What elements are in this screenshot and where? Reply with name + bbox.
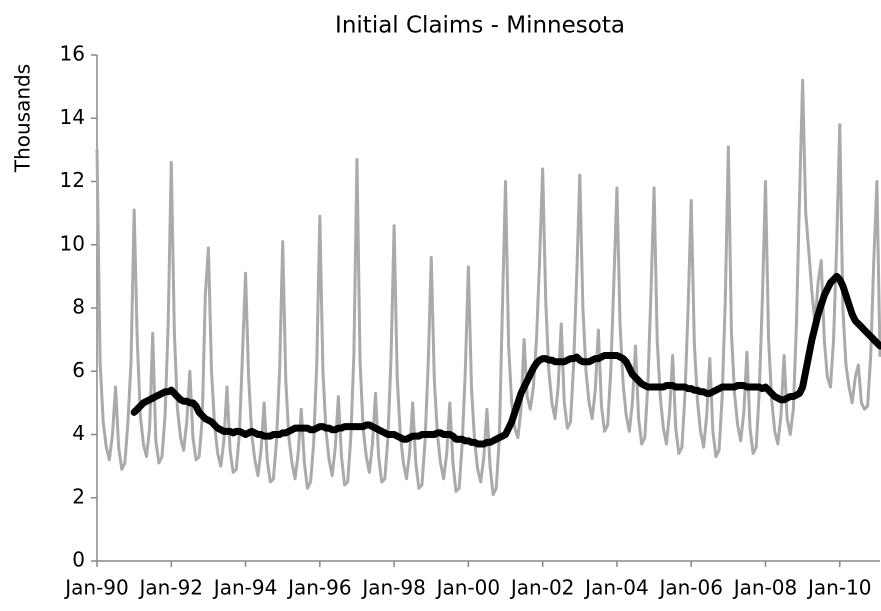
x-tick-label: Jan-10 xyxy=(806,576,872,600)
series-line xyxy=(95,78,881,497)
x-tick-label: Jan-00 xyxy=(435,576,501,600)
y-tick-label: 12 xyxy=(60,168,85,192)
x-tick-label: Jan-90 xyxy=(63,576,129,600)
y-tick-label: 2 xyxy=(72,484,85,508)
y-tick-label: 8 xyxy=(72,295,85,319)
x-tick-label: Jan-98 xyxy=(360,576,426,600)
x-tick-label: Jan-94 xyxy=(212,576,278,600)
y-tick-label: 14 xyxy=(60,105,85,129)
chart-title: Initial Claims - Minnesota xyxy=(335,13,625,39)
y-tick-label: 6 xyxy=(72,358,85,382)
x-tick-label: Jan-06 xyxy=(657,576,723,600)
y-tick-label: 16 xyxy=(60,42,85,66)
x-tick-label: Jan-96 xyxy=(286,576,352,600)
x-tick-label: Jan-02 xyxy=(509,576,575,600)
y-tick-label: 10 xyxy=(60,231,85,255)
y-tick-label: 4 xyxy=(72,421,85,445)
x-tick-label: Jan-04 xyxy=(583,576,649,600)
x-tick-label: Jan-08 xyxy=(732,576,798,600)
x-tick-label: Jan-92 xyxy=(138,576,204,600)
y-tick-label: 0 xyxy=(72,548,85,572)
y-axis-label: Thousands xyxy=(11,64,35,173)
series-line xyxy=(130,272,881,448)
